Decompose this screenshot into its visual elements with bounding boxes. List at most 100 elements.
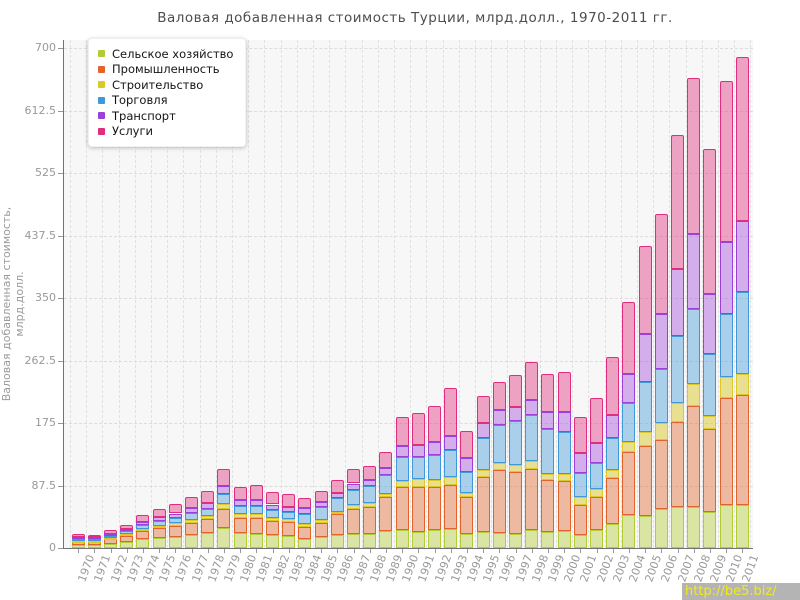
bar-segment-2001 bbox=[573, 473, 587, 497]
bar-segment-1982 bbox=[266, 520, 279, 536]
bar-segment-1981 bbox=[249, 533, 263, 548]
bar-segment-1975 bbox=[152, 528, 166, 538]
bar-segment-1976 bbox=[168, 504, 182, 514]
x-axis-tick bbox=[596, 549, 598, 553]
bar-segment-1999 bbox=[541, 374, 555, 413]
bar-segment-2006 bbox=[654, 368, 668, 423]
y-tick-label: 0 bbox=[49, 541, 56, 554]
bar-segment-2004 bbox=[622, 402, 636, 443]
legend-item-5[interactable]: Транспорт bbox=[98, 108, 233, 124]
bar-segment-2003 bbox=[606, 357, 620, 415]
legend-item-3[interactable]: Строительство bbox=[98, 77, 233, 93]
x-axis-tick bbox=[126, 549, 128, 553]
vertical-gridline bbox=[70, 40, 71, 548]
legend-label: Промышленность bbox=[112, 62, 220, 77]
bar-segment-2006 bbox=[654, 313, 668, 369]
bar-segment-2002 bbox=[590, 398, 603, 443]
bar-segment-1988 bbox=[363, 480, 377, 486]
bar-segment-1970 bbox=[71, 534, 85, 537]
bar-segment-1981 bbox=[249, 506, 263, 515]
y-axis-tick bbox=[58, 235, 63, 237]
bar-segment-1999 bbox=[541, 480, 555, 532]
vertical-gridline bbox=[539, 40, 541, 548]
bar-segment-1982 bbox=[266, 517, 279, 521]
bar-segment-1988 bbox=[363, 465, 377, 481]
bar-segment-1976 bbox=[168, 525, 182, 537]
legend-label: Сельское хозяйство bbox=[112, 46, 234, 61]
bar-segment-1990 bbox=[395, 457, 409, 481]
bar-segment-1996 bbox=[492, 462, 506, 471]
bar-segment-2010 bbox=[719, 376, 733, 398]
bar-segment-2009 bbox=[703, 294, 717, 354]
x-axis-line bbox=[63, 548, 753, 549]
bar-segment-1990 bbox=[395, 530, 409, 548]
bar-segment-1989 bbox=[379, 468, 393, 475]
bar-segment-2004 bbox=[622, 515, 636, 548]
x-axis-tick bbox=[321, 549, 323, 553]
vertical-gridline bbox=[167, 40, 169, 548]
bar-segment-1976 bbox=[168, 523, 182, 526]
bar-segment-1997 bbox=[509, 407, 522, 422]
legend-item-2[interactable]: Промышленность bbox=[98, 62, 233, 78]
bar-segment-1984 bbox=[298, 538, 312, 548]
bar-segment-1990 bbox=[395, 486, 409, 531]
bar-segment-2002 bbox=[590, 443, 603, 463]
x-axis-tick bbox=[304, 549, 306, 553]
x-axis-tick bbox=[94, 549, 96, 553]
y-axis-tick bbox=[58, 360, 63, 362]
bar-segment-1988 bbox=[363, 506, 377, 535]
bar-segment-1978 bbox=[201, 490, 215, 504]
bar-segment-1977 bbox=[185, 497, 198, 509]
bar-segment-1995 bbox=[476, 477, 490, 532]
bar-segment-2008 bbox=[687, 308, 701, 385]
vertical-gridline bbox=[232, 40, 233, 548]
bar-segment-1982 bbox=[266, 510, 279, 518]
bar-segment-1981 bbox=[249, 485, 263, 500]
bar-segment-1991 bbox=[411, 531, 425, 548]
bar-segment-1991 bbox=[411, 444, 425, 457]
bar-segment-2000 bbox=[557, 474, 571, 481]
bar-segment-2001 bbox=[573, 453, 587, 473]
bar-segment-2007 bbox=[671, 403, 684, 423]
bar-segment-2009 bbox=[703, 353, 717, 416]
y-axis-tick bbox=[58, 423, 63, 424]
legend-label: Транспорт bbox=[112, 108, 176, 123]
legend-item-1[interactable]: Сельское хозяйство bbox=[98, 46, 233, 62]
horizontal-gridline bbox=[64, 48, 753, 49]
bar-segment-1992 bbox=[428, 479, 441, 487]
bar-segment-1989 bbox=[379, 452, 393, 468]
vertical-gridline bbox=[523, 40, 525, 548]
x-axis-tick bbox=[726, 549, 728, 553]
bar-segment-1971 bbox=[87, 538, 101, 541]
watermark-link[interactable]: http://be5.biz/ bbox=[685, 584, 777, 599]
x-axis-tick bbox=[110, 549, 112, 553]
x-axis-tick bbox=[402, 549, 404, 553]
bar-segment-1980 bbox=[233, 506, 247, 515]
bar-segment-1993 bbox=[444, 529, 458, 548]
vertical-gridline bbox=[151, 40, 152, 548]
bar-segment-1978 bbox=[201, 533, 215, 548]
vertical-gridline bbox=[199, 40, 201, 548]
vertical-gridline bbox=[442, 40, 444, 548]
bar-segment-2000 bbox=[557, 431, 571, 475]
x-axis-tick bbox=[434, 549, 436, 553]
vertical-gridline bbox=[491, 40, 493, 548]
bar-segment-2007 bbox=[671, 135, 684, 270]
vertical-gridline bbox=[750, 40, 752, 548]
bar-segment-1970 bbox=[71, 536, 85, 539]
legend-item-4[interactable]: Торговля bbox=[98, 93, 233, 109]
bar-segment-1995 bbox=[476, 395, 490, 423]
bar-segment-1992 bbox=[428, 442, 441, 455]
bar-segment-2000 bbox=[557, 480, 571, 531]
vertical-gridline bbox=[361, 40, 363, 548]
vertical-gridline bbox=[377, 40, 379, 548]
vertical-gridline bbox=[588, 40, 590, 548]
bar-segment-1993 bbox=[444, 388, 458, 436]
legend-item-6[interactable]: Услуги bbox=[98, 124, 233, 140]
bar-segment-1996 bbox=[492, 409, 506, 425]
x-axis-tick bbox=[693, 549, 695, 553]
bar-segment-1975 bbox=[152, 509, 166, 518]
bar-segment-1996 bbox=[492, 470, 506, 533]
x-axis-tick bbox=[159, 549, 161, 553]
bar-segment-1998 bbox=[525, 399, 539, 415]
